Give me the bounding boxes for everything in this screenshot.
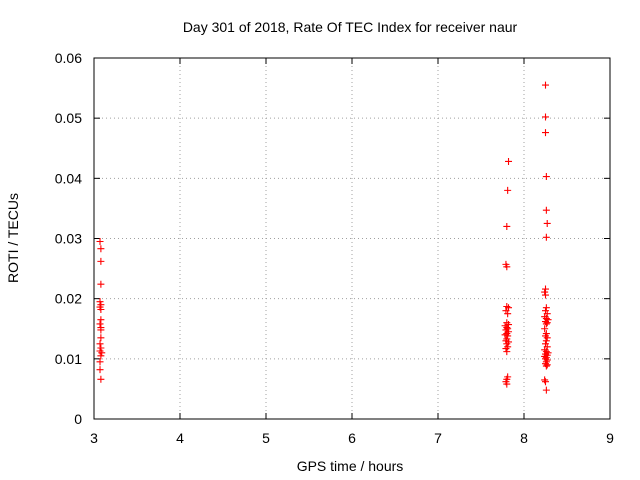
y-tick-label: 0.02 — [55, 291, 82, 307]
data-point — [542, 81, 549, 89]
data-point — [542, 304, 550, 312]
data-point — [97, 375, 105, 383]
data-point — [504, 186, 512, 194]
data-point — [96, 366, 104, 374]
data-point — [98, 349, 106, 357]
data-point — [503, 348, 511, 356]
data-point — [542, 173, 550, 181]
data-point — [541, 325, 549, 333]
data-point — [503, 340, 511, 348]
x-axis-label: GPS time / hours — [297, 458, 404, 474]
data-point — [542, 362, 550, 370]
x-tick-label: 9 — [606, 430, 614, 446]
data-point — [543, 219, 551, 227]
x-tick-label: 4 — [176, 430, 184, 446]
data-point — [97, 280, 105, 288]
data-point — [96, 320, 104, 328]
data-point — [541, 376, 549, 384]
data-point — [543, 334, 551, 342]
data-point — [502, 345, 510, 353]
x-tick-label: 8 — [520, 430, 528, 446]
data-point — [542, 386, 550, 394]
y-tick-label: 0.05 — [55, 110, 82, 126]
x-tick-label: 7 — [434, 430, 442, 446]
data-point — [542, 337, 550, 345]
chart-title: Day 301 of 2018, Rate Of TEC Index for r… — [183, 19, 518, 35]
data-point — [96, 358, 104, 366]
data-points — [96, 81, 552, 394]
data-point — [503, 222, 511, 230]
data-point — [542, 113, 549, 121]
data-point — [541, 288, 549, 296]
data-point — [543, 319, 551, 327]
data-point — [503, 302, 511, 310]
data-point — [504, 310, 512, 318]
data-point — [505, 157, 513, 165]
data-point — [542, 307, 549, 315]
data-point — [97, 326, 105, 334]
data-point — [542, 233, 550, 241]
data-point — [542, 206, 550, 214]
data-point — [97, 316, 105, 324]
data-point — [542, 291, 549, 299]
data-point — [97, 344, 105, 352]
axis-ticks: 3 4 5 6 7 8 9 0 0.01 0.02 0.03 0.04 0.05 0.06 — [55, 50, 614, 446]
plot-frame — [93, 57, 611, 420]
data-point — [542, 320, 550, 328]
x-tick-label: 6 — [348, 430, 356, 446]
data-point — [503, 380, 511, 388]
data-point — [504, 332, 512, 340]
data-point — [504, 325, 512, 333]
data-point — [503, 263, 511, 271]
y-axis-label: ROTI / TECUs — [5, 193, 21, 283]
y-tick-label: 0.01 — [55, 351, 82, 367]
data-point — [96, 238, 104, 246]
grid — [94, 58, 610, 419]
y-tick-label: 0.06 — [55, 50, 82, 66]
data-point — [97, 245, 105, 253]
data-point — [542, 285, 549, 293]
data-point — [505, 321, 513, 329]
data-point — [97, 257, 105, 265]
data-point — [97, 352, 105, 360]
data-point — [502, 307, 510, 315]
x-tick-label: 3 — [90, 430, 98, 446]
y-tick-label: 0.03 — [55, 231, 82, 247]
data-point — [97, 305, 105, 313]
data-point — [96, 347, 104, 355]
data-point — [542, 378, 549, 386]
y-tick-label: 0 — [74, 411, 82, 427]
data-point — [96, 340, 104, 348]
data-point — [542, 129, 549, 137]
data-point — [504, 343, 512, 351]
x-tick-label: 5 — [262, 430, 270, 446]
data-point — [543, 361, 551, 369]
y-tick-label: 0.04 — [55, 170, 82, 186]
data-point — [97, 334, 105, 342]
data-point — [542, 340, 549, 348]
